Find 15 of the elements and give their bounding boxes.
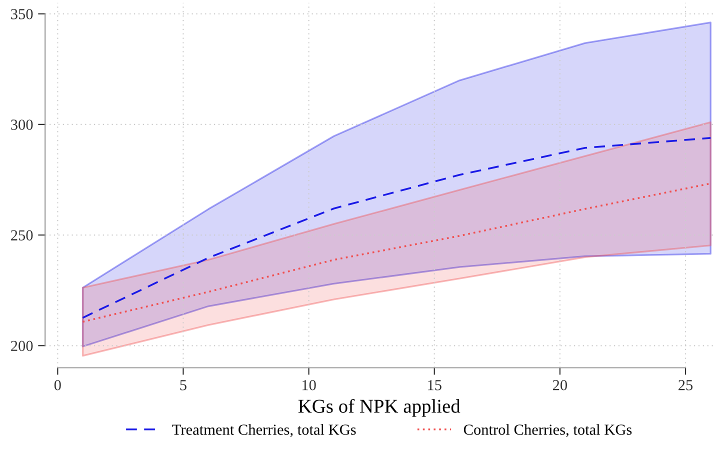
legend-label: Control Cherries, total KGs	[464, 424, 632, 438]
x-tick-label: 5	[180, 380, 186, 390]
x-tick-label: 15	[428, 380, 442, 390]
x-tick-label: 20	[552, 380, 567, 390]
x-tick-label: 0	[54, 380, 61, 390]
x-axis-title: KGs of NPK applied	[298, 398, 460, 417]
y-tick-label: 200	[11, 340, 33, 352]
line-series	[82, 182, 712, 323]
line-series	[82, 137, 712, 319]
y-tick-label: 300	[11, 120, 33, 130]
x-tick-label: 10	[302, 380, 316, 390]
legend-label: Treatment Cherries, total KGs	[172, 424, 356, 438]
y-tick-label: 350	[11, 8, 33, 20]
x-tick-label: 25	[678, 380, 693, 390]
y-tick-label: 250	[11, 230, 33, 240]
